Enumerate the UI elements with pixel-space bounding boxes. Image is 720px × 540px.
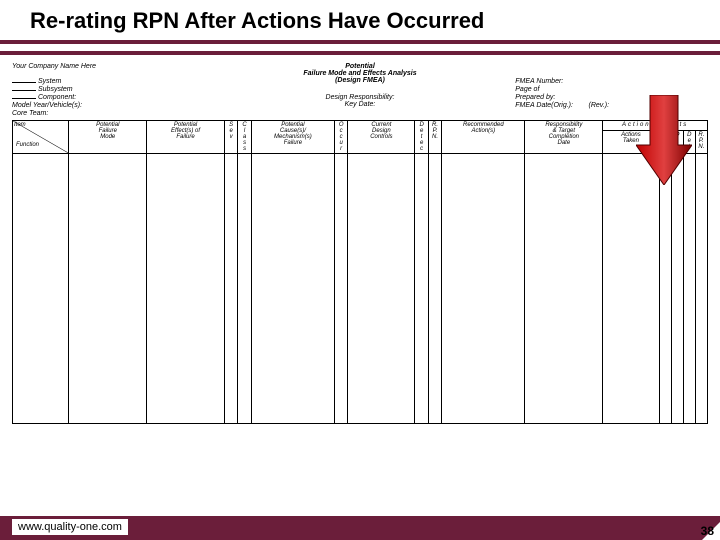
core-team-label: Core Team:: [12, 110, 235, 117]
center-title-2: Failure Mode and Effects Analysis: [235, 70, 486, 77]
footer-url: www.quality-one.com: [12, 519, 128, 535]
table-row: [13, 154, 708, 424]
content-area: Your Company Name Here System Subsystem …: [0, 57, 720, 424]
col-peof: Potential Effect(s) of Failure: [147, 121, 225, 154]
header-left: Your Company Name Here System Subsystem …: [12, 63, 235, 118]
col-pfm: Potential Failure Mode: [69, 121, 147, 154]
fmea-number-label: FMEA Number:: [515, 78, 708, 85]
footer-bar: www.quality-one.com: [0, 516, 720, 540]
col-occur: O c c u r: [334, 121, 347, 154]
page-number: 38: [701, 524, 714, 538]
component-label: Component:: [38, 94, 76, 101]
system-label: System: [38, 78, 61, 85]
col-rec: Recommended Action(s): [442, 121, 525, 154]
page-title: Re-rating RPN After Actions Have Occurre…: [30, 8, 690, 34]
fmea-table: Item Function Potential Failure Mode Pot…: [12, 120, 708, 424]
model-year-label: Model Year/Vehicle(s):: [12, 102, 235, 109]
key-date-label: Key Date:: [235, 101, 486, 108]
fmea-date-label: FMEA Date(Orig.):: [515, 102, 573, 109]
center-title-1: Potential: [235, 63, 486, 70]
col-item-function: Item Function: [13, 121, 69, 154]
col-cdc: Current Design Controls: [348, 121, 415, 154]
col-detec: D e t e c: [415, 121, 428, 154]
form-header: Your Company Name Here System Subsystem …: [12, 63, 708, 118]
page-of-label: Page of: [515, 86, 708, 93]
col-rpn2: R. P. N.: [695, 130, 707, 153]
center-title-3: (Design FMEA): [235, 77, 486, 84]
divider-top-2: [0, 51, 720, 55]
col-sev: S e v: [224, 121, 237, 154]
title-bar: Re-rating RPN After Actions Have Occurre…: [0, 0, 720, 38]
company-name: Your Company Name Here: [12, 63, 235, 70]
down-arrow-icon: [636, 95, 692, 190]
col-pcm: Potential Cause(s)/ Mechanism(s) Failure: [251, 121, 334, 154]
rev-label: (Rev.):: [589, 102, 609, 109]
col-resp: Responsibility & Target Completion Date: [525, 121, 603, 154]
subsystem-label: Subsystem: [38, 86, 73, 93]
header-center: Potential Failure Mode and Effects Analy…: [235, 63, 486, 118]
divider-top-1: [0, 40, 720, 44]
col-rpn: R. P. N.: [428, 121, 441, 154]
design-resp-label: Design Responsibility:: [235, 94, 486, 101]
col-class: C l a s s: [238, 121, 251, 154]
